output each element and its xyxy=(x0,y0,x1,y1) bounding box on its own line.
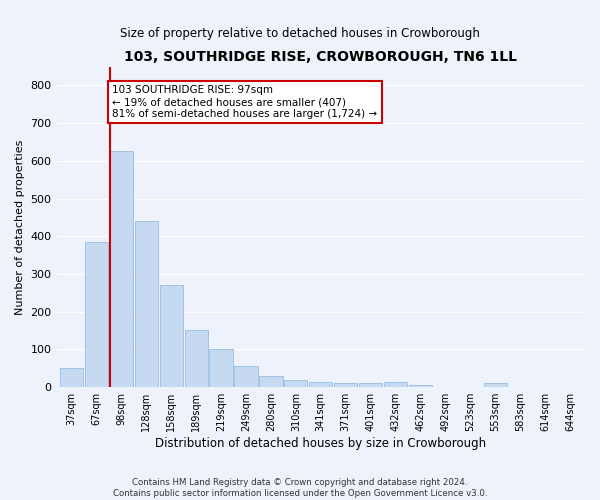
Bar xyxy=(409,386,432,387)
Text: Size of property relative to detached houses in Crowborough: Size of property relative to detached ho… xyxy=(120,28,480,40)
Text: Contains HM Land Registry data © Crown copyright and database right 2024.
Contai: Contains HM Land Registry data © Crown c… xyxy=(113,478,487,498)
Bar xyxy=(334,384,357,387)
Bar xyxy=(60,368,83,387)
Bar xyxy=(185,330,208,387)
Bar xyxy=(235,366,257,387)
Bar xyxy=(484,384,507,387)
Bar xyxy=(134,221,158,387)
X-axis label: Distribution of detached houses by size in Crowborough: Distribution of detached houses by size … xyxy=(155,437,487,450)
Bar xyxy=(85,242,108,387)
Y-axis label: Number of detached properties: Number of detached properties xyxy=(15,139,25,314)
Bar xyxy=(309,382,332,387)
Title: 103, SOUTHRIDGE RISE, CROWBOROUGH, TN6 1LL: 103, SOUTHRIDGE RISE, CROWBOROUGH, TN6 1… xyxy=(124,50,517,64)
Text: 103 SOUTHRIDGE RISE: 97sqm
← 19% of detached houses are smaller (407)
81% of sem: 103 SOUTHRIDGE RISE: 97sqm ← 19% of deta… xyxy=(112,86,377,118)
Bar xyxy=(259,376,283,387)
Bar xyxy=(359,384,382,387)
Bar xyxy=(384,382,407,387)
Bar xyxy=(209,350,233,387)
Bar xyxy=(284,380,307,387)
Bar xyxy=(110,152,133,387)
Bar xyxy=(160,286,183,387)
